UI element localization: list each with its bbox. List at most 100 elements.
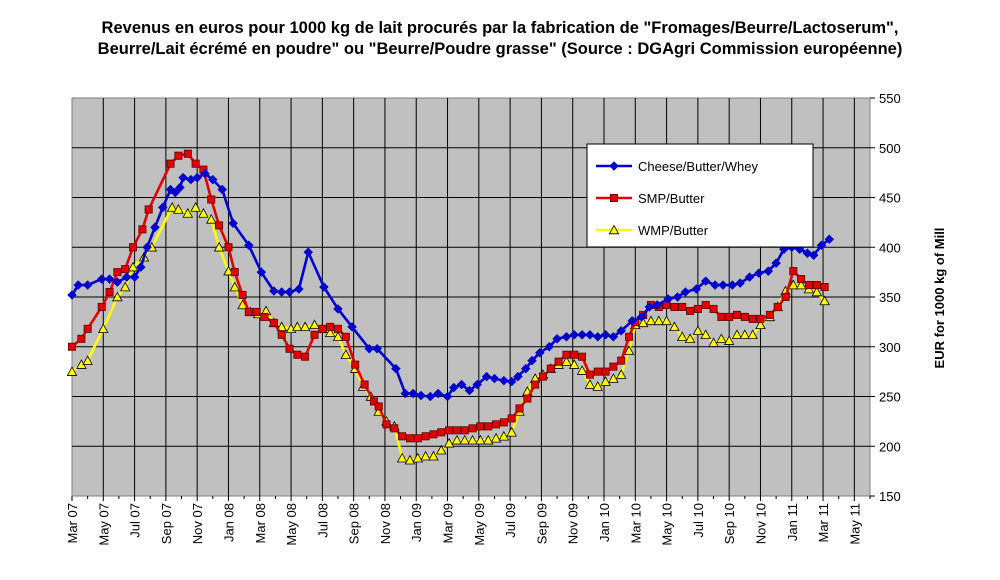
data-point	[652, 300, 663, 310]
data-point	[416, 390, 426, 401]
data-point	[113, 268, 122, 277]
x-tick-label: Sep 08	[347, 503, 362, 544]
x-tick-label: May 11	[847, 503, 862, 545]
data-point	[464, 385, 475, 396]
data-point	[568, 359, 580, 369]
x-tick-label: Jan 10	[597, 503, 612, 542]
x-tick-label: Nov 10	[753, 503, 768, 544]
data-point	[781, 292, 790, 301]
x-tick-label: Jul 07	[128, 503, 143, 538]
x-tick-label: Jul 09	[503, 503, 518, 538]
data-point	[437, 428, 446, 437]
data-point	[561, 331, 572, 342]
data-point	[716, 333, 727, 343]
data-point	[600, 376, 611, 386]
data-point	[489, 373, 500, 384]
x-tick-label: Nov 09	[566, 503, 581, 544]
x-tick-label: Sep 09	[534, 503, 549, 544]
y-tick-label: 350	[879, 290, 901, 305]
data-point	[569, 329, 580, 340]
data-point	[499, 418, 508, 427]
data-point	[637, 317, 649, 328]
data-point	[374, 402, 383, 411]
x-axis: Mar 07 May 07 Jul 07 Sep 07 Nov 07 Jan 08 Mar …	[65, 496, 871, 546]
data-point	[420, 450, 431, 461]
data-point	[144, 205, 153, 214]
data-point	[77, 334, 86, 343]
data-point	[538, 372, 547, 381]
data-point	[627, 316, 638, 326]
data-point	[405, 434, 414, 443]
data-point	[190, 202, 201, 212]
data-point	[717, 312, 726, 321]
data-point	[67, 290, 77, 300]
data-point	[623, 345, 635, 355]
series-lines	[66, 149, 835, 465]
data-point	[710, 280, 720, 290]
series-smp-butter	[68, 149, 829, 443]
x-tick-label: May 07	[96, 503, 111, 546]
data-point	[277, 330, 286, 339]
data-point	[442, 391, 453, 402]
data-point	[372, 343, 382, 354]
data-point	[170, 187, 181, 198]
data-point	[341, 332, 350, 341]
legend-item: Cheese/Butter/Whey	[596, 159, 758, 174]
data-point	[166, 202, 178, 212]
data-point	[739, 329, 751, 340]
data-point	[617, 356, 626, 365]
data-point	[408, 388, 418, 399]
data-point	[404, 454, 416, 465]
data-point	[608, 373, 619, 383]
data-point	[672, 292, 683, 302]
data-point	[669, 321, 680, 332]
data-point	[740, 312, 749, 321]
data-point	[112, 291, 123, 302]
data-point	[577, 329, 587, 340]
x-tick-label: Jul 08	[315, 503, 330, 538]
data-point	[82, 280, 93, 290]
data-point	[585, 329, 595, 340]
data-point	[97, 302, 106, 311]
data-point	[468, 424, 477, 433]
data-point	[472, 379, 483, 390]
data-point	[138, 225, 147, 234]
data-point	[625, 332, 634, 341]
legend-item: WMP/Butter	[596, 223, 709, 238]
data-point	[318, 324, 327, 333]
data-point	[333, 304, 343, 314]
series-wmp-butter	[66, 202, 830, 465]
data-point	[166, 159, 175, 168]
data-point	[192, 172, 203, 183]
data-point	[636, 312, 647, 322]
data-point	[513, 371, 523, 382]
y-tick-label: 550	[879, 91, 901, 106]
data-point	[119, 281, 131, 292]
data-point	[303, 247, 314, 258]
data-point	[754, 268, 764, 278]
data-point	[332, 331, 344, 342]
x-tick-label: May 09	[472, 503, 487, 546]
data-point	[744, 272, 755, 282]
data-point	[326, 322, 335, 331]
data-point	[476, 422, 485, 431]
data-point	[182, 207, 194, 218]
data-point	[333, 324, 342, 333]
data-point	[498, 430, 510, 441]
data-point	[492, 420, 501, 429]
data-point	[309, 319, 320, 330]
data-point	[340, 349, 352, 359]
data-point	[244, 307, 253, 316]
data-point	[127, 261, 139, 272]
data-point	[276, 287, 287, 297]
data-point	[735, 278, 745, 288]
data-point	[593, 367, 602, 376]
data-point	[382, 420, 391, 429]
data-point	[224, 243, 233, 252]
data-point	[178, 172, 188, 183]
data-point	[554, 357, 563, 366]
x-tick-label: Nov 07	[190, 503, 205, 544]
data-point	[534, 347, 545, 358]
data-point	[467, 434, 478, 445]
